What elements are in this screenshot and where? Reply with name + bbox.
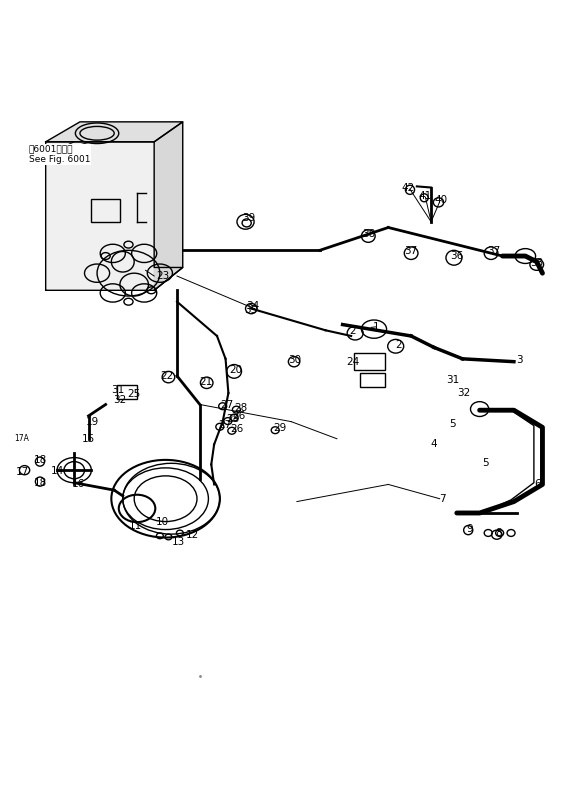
- Text: 28: 28: [234, 403, 248, 413]
- Text: 18: 18: [33, 455, 47, 465]
- Text: 38: 38: [361, 229, 375, 239]
- Text: 40: 40: [435, 195, 448, 205]
- Bar: [91, 199, 120, 222]
- Text: 5: 5: [449, 419, 456, 429]
- Text: 24: 24: [346, 357, 360, 366]
- Text: 21: 21: [199, 377, 212, 387]
- Text: 8: 8: [495, 528, 502, 538]
- Text: 18: 18: [33, 478, 47, 489]
- Text: 34: 34: [246, 301, 260, 311]
- Text: 41: 41: [419, 190, 432, 201]
- Text: 32: 32: [113, 395, 127, 405]
- Text: 9: 9: [467, 524, 473, 534]
- Text: 25: 25: [127, 389, 141, 399]
- Text: 13: 13: [171, 536, 185, 547]
- Text: 26: 26: [232, 411, 246, 421]
- Text: 14: 14: [50, 466, 64, 477]
- Text: 37: 37: [404, 247, 418, 256]
- Text: 35: 35: [244, 305, 258, 316]
- Text: 11: 11: [129, 521, 143, 532]
- Text: 5: 5: [482, 458, 489, 468]
- Text: 2: 2: [395, 340, 402, 349]
- Bar: [354, 353, 385, 371]
- Text: 2: 2: [349, 326, 356, 337]
- Text: 33: 33: [530, 258, 544, 268]
- Text: 27: 27: [220, 400, 234, 409]
- Text: 第6001图参照
See Fig. 6001: 第6001图参照 See Fig. 6001: [29, 145, 90, 164]
- Text: 6: 6: [534, 480, 541, 489]
- Polygon shape: [46, 142, 183, 290]
- Bar: [117, 384, 137, 399]
- Text: 28: 28: [226, 414, 239, 425]
- Text: 3: 3: [516, 355, 523, 365]
- Bar: [360, 373, 385, 388]
- Text: 23: 23: [156, 271, 170, 281]
- Text: 4: 4: [431, 439, 437, 449]
- Text: 30: 30: [288, 355, 301, 365]
- Text: 17: 17: [16, 467, 30, 477]
- Text: 27: 27: [218, 420, 231, 430]
- Text: 39: 39: [242, 213, 255, 222]
- Text: 15: 15: [82, 434, 95, 444]
- Text: 37: 37: [487, 246, 501, 256]
- Text: 12: 12: [186, 530, 199, 540]
- Text: 19: 19: [86, 417, 99, 426]
- Text: 42: 42: [401, 183, 415, 193]
- Text: 10: 10: [156, 517, 169, 527]
- Text: 36: 36: [450, 251, 464, 261]
- Polygon shape: [154, 122, 183, 290]
- Text: 1: 1: [372, 322, 379, 332]
- Text: 29: 29: [273, 423, 287, 434]
- Text: 22: 22: [160, 371, 174, 381]
- Text: 31: 31: [446, 375, 460, 385]
- Polygon shape: [46, 122, 183, 142]
- Text: 31: 31: [111, 385, 125, 396]
- Text: 20: 20: [230, 365, 242, 375]
- Text: 26: 26: [230, 424, 243, 434]
- Text: 16: 16: [71, 480, 85, 489]
- Text: 7: 7: [439, 493, 446, 504]
- Text: 32: 32: [457, 388, 471, 398]
- Text: 17A: 17A: [14, 434, 29, 443]
